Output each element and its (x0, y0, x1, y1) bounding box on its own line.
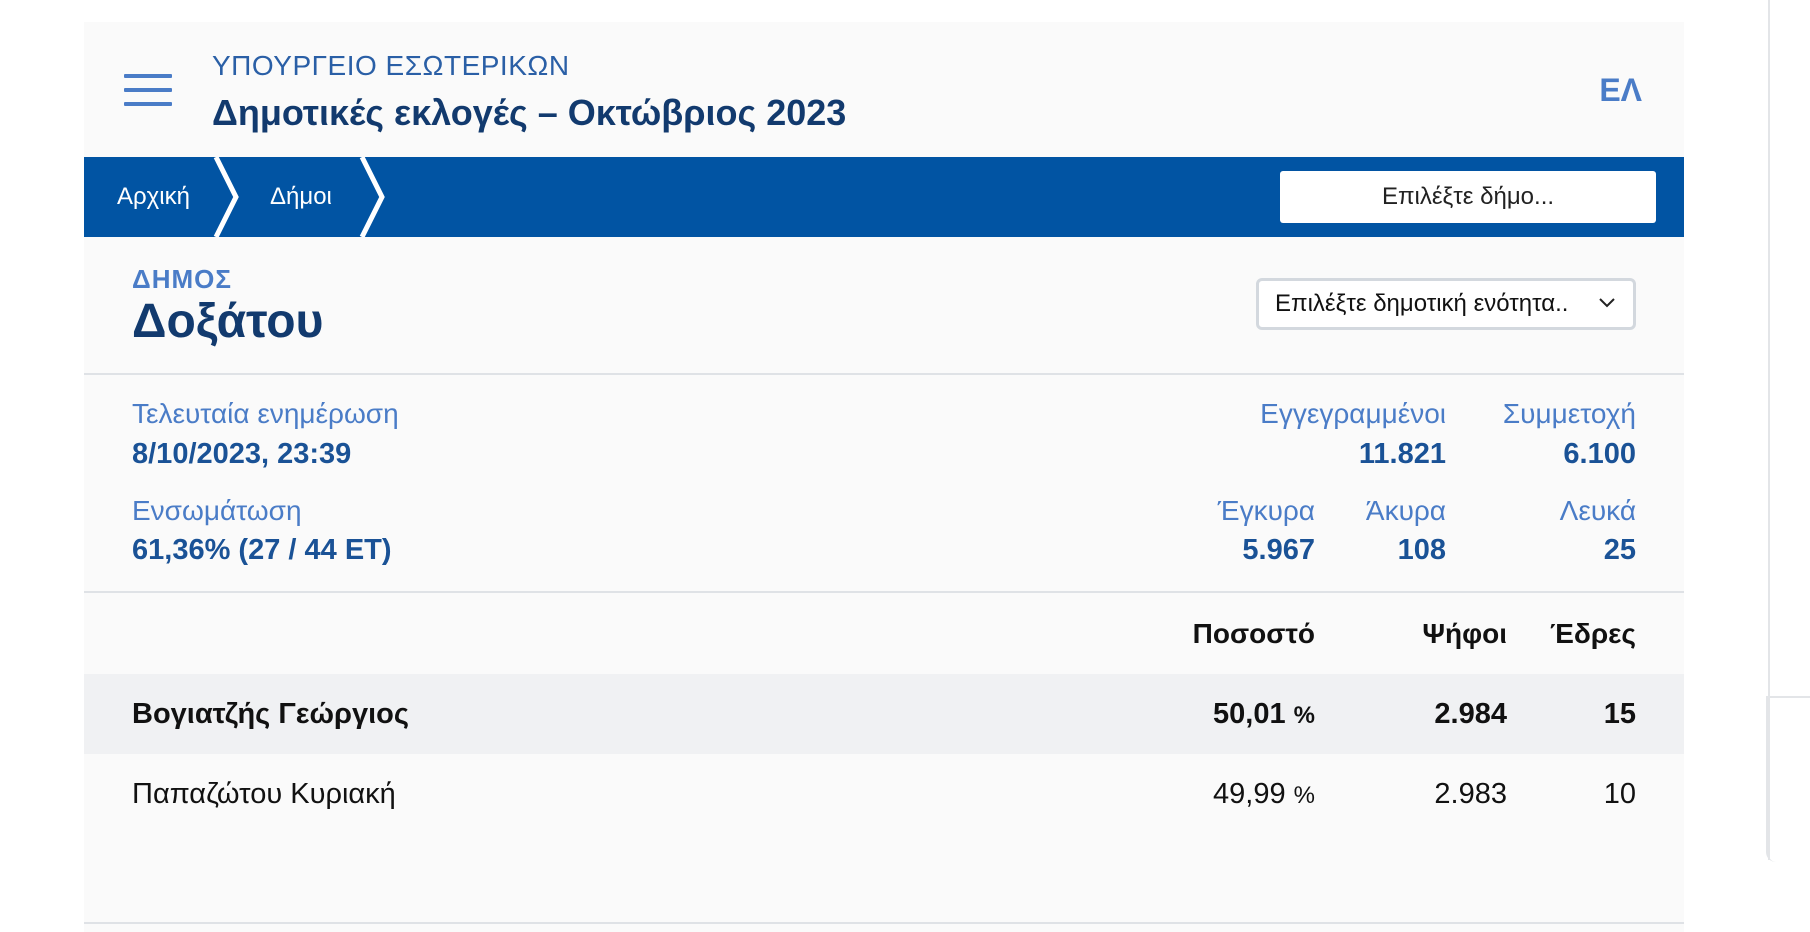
municipal-unit-select-value: Επιλέξτε δημοτική ενότητα.. (1275, 290, 1569, 317)
candidate-percent: 50,01 % (1213, 674, 1315, 754)
percent-sign: % (1293, 782, 1315, 809)
municipality-name: Δοξάτου (132, 295, 324, 348)
candidate-votes: 2.984 (1434, 698, 1507, 730)
column-header-seats: Έδρες (1549, 618, 1636, 649)
integration-label: Ενσωμάτωση (132, 495, 302, 526)
breadcrumb-municipalities[interactable]: Δήμοι (270, 183, 332, 210)
candidate-percent: 49,99 % (1213, 754, 1315, 834)
side-panel-edge (1766, 696, 1810, 862)
table-row[interactable]: Βογιατζής Γεώργιος 50,01 % 2.984 15 (84, 674, 1684, 754)
registered-label: Εγγεγραμμένοι (1260, 398, 1446, 429)
percent-value: 50,01 (1213, 698, 1286, 730)
municipality-label: ΔΗΜΟΣ (132, 264, 232, 294)
divider (84, 591, 1684, 593)
valid-label: Έγκυρα (1217, 495, 1315, 526)
percent-sign: % (1293, 702, 1315, 729)
turnout-value: 6.100 (1563, 438, 1636, 470)
window-edge (1768, 0, 1770, 860)
column-header-votes: Ψήφοι (1422, 618, 1507, 649)
candidate-votes: 2.983 (1434, 778, 1507, 810)
blank-value: 25 (1603, 534, 1636, 566)
blank-label: Λευκά (1559, 495, 1636, 526)
candidate-seats: 15 (1603, 698, 1636, 730)
navigation-bar: Αρχική Δήμοι Επιλέξτε δήμο... (84, 157, 1684, 237)
divider (84, 922, 1684, 924)
breadcrumb-home[interactable]: Αρχική (117, 183, 190, 210)
chevron-down-icon (1599, 298, 1615, 308)
hamburger-menu-icon[interactable] (124, 74, 172, 108)
candidate-name: Παπαζώτου Κυριακή (132, 778, 396, 810)
invalid-label: Άκυρα (1365, 495, 1446, 526)
language-switch[interactable]: ΕΛ (1599, 72, 1642, 108)
invalid-value: 108 (1397, 534, 1446, 566)
divider (84, 373, 1684, 375)
page-title: Δημοτικές εκλογές – Οκτώβριος 2023 (212, 92, 847, 133)
ministry-name: ΥΠΟΥΡΓΕΙΟ ΕΣΩΤΕΡΙΚΩΝ (212, 50, 570, 81)
breadcrumb-separator-icon (359, 157, 385, 237)
candidate-name: Βογιατζής Γεώργιος (132, 698, 409, 730)
municipality-search-input[interactable]: Επιλέξτε δήμο... (1280, 171, 1656, 223)
turnout-label: Συμμετοχή (1502, 398, 1636, 429)
results-page: ΥΠΟΥΡΓΕΙΟ ΕΣΩΤΕΡΙΚΩΝ Δημοτικές εκλογές –… (84, 22, 1684, 932)
registered-value: 11.821 (1358, 438, 1446, 470)
table-row[interactable]: Παπαζώτου Κυριακή 49,99 % 2.983 10 (84, 754, 1684, 834)
valid-value: 5.967 (1242, 534, 1315, 566)
municipal-unit-select[interactable]: Επιλέξτε δημοτική ενότητα.. (1256, 278, 1636, 330)
breadcrumb-separator-icon (213, 157, 239, 237)
candidate-seats: 10 (1603, 778, 1636, 810)
last-update-label: Τελευταία ενημέρωση (132, 398, 399, 429)
column-header-percent: Ποσοστό (1192, 618, 1315, 649)
integration-value: 61,36% (27 / 44 ΕΤ) (132, 534, 392, 566)
percent-value: 49,99 (1213, 778, 1286, 810)
last-update-value: 8/10/2023, 23:39 (132, 438, 352, 470)
